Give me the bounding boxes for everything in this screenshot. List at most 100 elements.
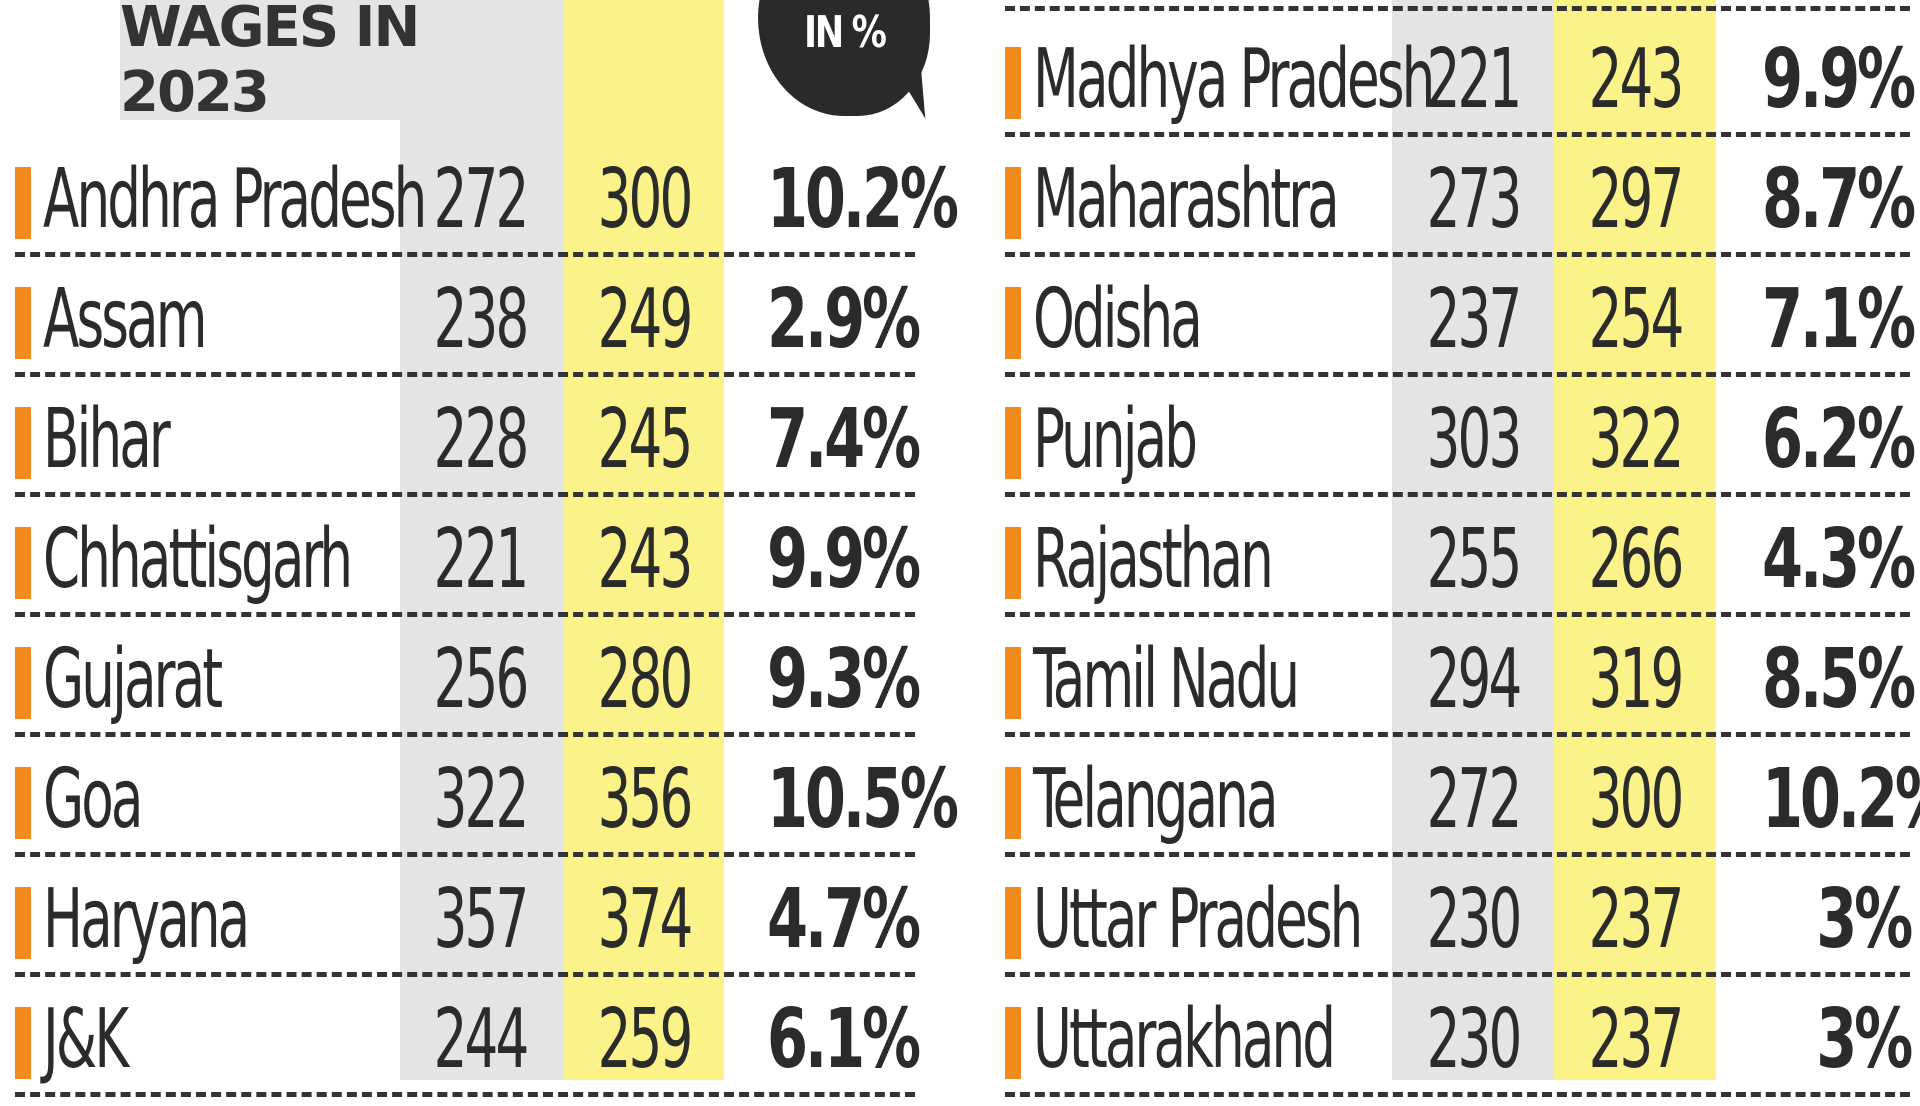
percent-change: 4.3% — [1762, 512, 1916, 607]
row-accent-bar — [15, 167, 31, 239]
row-divider — [15, 372, 915, 377]
wage-old: 244 — [433, 992, 530, 1087]
table-row: Gujarat 256 280 9.3% — [15, 614, 921, 737]
state-name: Odisha — [1033, 272, 1203, 367]
row-accent-bar — [15, 527, 31, 599]
wage-old: 273 — [1426, 152, 1523, 247]
percent-change: 7.1% — [1762, 272, 1916, 367]
percent-change: 9.9% — [1762, 32, 1916, 127]
row-divider — [1005, 972, 1910, 977]
row-accent-bar — [1005, 47, 1021, 119]
wage-new: 300 — [1588, 752, 1685, 847]
row-divider — [1005, 732, 1910, 737]
left-new-wage-column-band — [564, 0, 724, 1080]
row-accent-bar — [15, 287, 31, 359]
wage-new: 280 — [597, 632, 694, 727]
row-divider — [15, 1092, 915, 1097]
percent-change: 6.2% — [1762, 392, 1916, 487]
wage-new: 319 — [1588, 632, 1685, 727]
percent-change: 10.2% — [767, 152, 959, 247]
wage-new: 300 — [597, 152, 694, 247]
state-name: Andhra Pradesh — [43, 152, 427, 247]
percent-change: 3% — [1816, 872, 1913, 967]
wage-new: 259 — [597, 992, 694, 1087]
wage-old: 230 — [1426, 872, 1523, 967]
state-name: Chhattisgarh — [43, 512, 353, 607]
row-accent-bar — [15, 767, 31, 839]
row-accent-bar — [1005, 887, 1021, 959]
row-accent-bar — [1005, 767, 1021, 839]
wage-old: 221 — [433, 512, 530, 607]
wage-old: 255 — [1426, 512, 1523, 607]
wage-new: 245 — [597, 392, 694, 487]
row-divider — [1005, 372, 1910, 377]
wage-old: 230 — [1426, 992, 1523, 1087]
wage-new: 322 — [1588, 392, 1685, 487]
wage-old: 322 — [433, 752, 530, 847]
percent-change: 8.7% — [1762, 152, 1916, 247]
percent-change: 9.9% — [767, 512, 921, 607]
top-divider — [1005, 6, 1910, 11]
row-divider — [15, 252, 915, 257]
wage-old: 228 — [433, 392, 530, 487]
right-new-wage-column-band — [1554, 0, 1716, 1080]
row-divider — [1005, 852, 1910, 857]
row-divider — [1005, 132, 1910, 137]
state-name: Maharashtra — [1033, 152, 1340, 247]
row-accent-bar — [1005, 527, 1021, 599]
table-row: Andhra Pradesh 272 300 10.2% — [15, 134, 959, 257]
row-accent-bar — [15, 1007, 31, 1079]
right-old-wage-column-band — [1392, 0, 1554, 1080]
wage-old: 294 — [1426, 632, 1523, 727]
state-name: Haryana — [43, 872, 250, 967]
percent-change: 10.2% — [1762, 752, 1920, 847]
state-name: Uttarakhand — [1033, 992, 1336, 1087]
row-accent-bar — [1005, 647, 1021, 719]
table-row: Assam 238 249 2.9% — [15, 254, 921, 377]
table-row: Rajasthan 255 266 4.3% — [1005, 494, 1916, 617]
percent-change: 10.5% — [767, 752, 959, 847]
state-name: Goa — [43, 752, 143, 847]
state-name: Gujarat — [43, 632, 223, 727]
row-accent-bar — [1005, 167, 1021, 239]
percent-change: 8.5% — [1762, 632, 1916, 727]
wage-new: 254 — [1588, 272, 1685, 367]
row-accent-bar — [1005, 1007, 1021, 1079]
state-name: Telangana — [1033, 752, 1279, 847]
row-divider — [15, 492, 915, 497]
row-divider — [15, 732, 915, 737]
badge-label: IN % — [803, 7, 887, 58]
table-row: Goa 322 356 10.5% — [15, 734, 959, 857]
table-row: Uttar Pradesh 230 237 3% — [1005, 854, 1913, 977]
row-accent-bar — [15, 887, 31, 959]
table-row: Haryana 357 374 4.7% — [15, 854, 921, 977]
wage-old: 221 — [1426, 32, 1523, 127]
state-name: Tamil Nadu — [1033, 632, 1300, 727]
wage-old: 238 — [433, 272, 530, 367]
wage-new: 243 — [1588, 32, 1685, 127]
state-name: Madhya Pradesh — [1033, 32, 1435, 127]
percent-change: 4.7% — [767, 872, 921, 967]
row-accent-bar — [1005, 287, 1021, 359]
wage-old: 272 — [1426, 752, 1523, 847]
table-row: Madhya Pradesh 221 243 9.9% — [1005, 14, 1916, 137]
wage-new: 249 — [597, 272, 694, 367]
wage-old: 237 — [1426, 272, 1523, 367]
wage-old: 256 — [433, 632, 530, 727]
state-name: Punjab — [1033, 392, 1198, 487]
wage-old: 357 — [433, 872, 530, 967]
row-divider — [15, 852, 915, 857]
table-row: Uttarakhand 230 237 3% — [1005, 974, 1913, 1097]
wage-old: 272 — [433, 152, 530, 247]
wage-new: 266 — [1588, 512, 1685, 607]
row-accent-bar — [1005, 407, 1021, 479]
percent-change: 6.1% — [767, 992, 921, 1087]
row-divider — [1005, 612, 1910, 617]
wage-new: 237 — [1588, 872, 1685, 967]
percent-change: 3% — [1816, 992, 1913, 1087]
row-accent-bar — [15, 407, 31, 479]
table-row: Telangana 272 300 10.2% — [1005, 734, 1920, 857]
row-divider — [15, 972, 915, 977]
table-row: Tamil Nadu 294 319 8.5% — [1005, 614, 1916, 737]
state-name: Uttar Pradesh — [1033, 872, 1363, 967]
